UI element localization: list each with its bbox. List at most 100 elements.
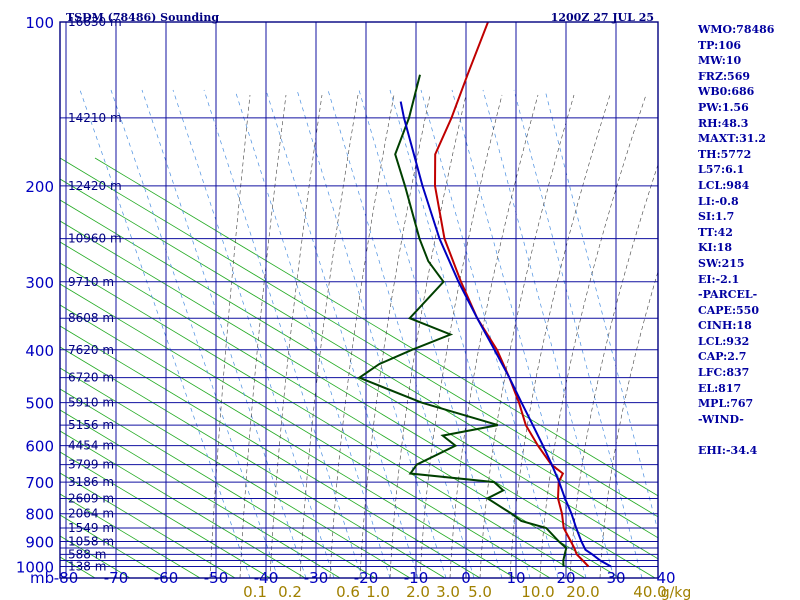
moist-adiabat-line (449, 94, 539, 578)
mixing-ratio-line (141, 89, 307, 578)
index-item: WMO:78486 (698, 23, 775, 36)
index-item: MAXT:31.2 (698, 132, 766, 146)
height-label: 3799 m (68, 458, 114, 472)
moist-adiabat-line (539, 94, 647, 578)
moist-adiabat-line (299, 94, 359, 578)
indices-panel: WMO:78486 TP:106 MW:10 FRZ:569 WB0:686 PW:1.5… (698, 22, 798, 459)
height-label: 12420 m (68, 179, 122, 193)
height-label: 588 m (68, 547, 106, 561)
mixing-ratio-label: 0.6 (336, 583, 360, 600)
height-label: 14210 m (68, 111, 122, 125)
dry-adiabat-line (60, 430, 306, 578)
index-item: MW:10 (698, 54, 742, 68)
dry-adiabat-line (60, 262, 586, 578)
mixing-ratio-lines (79, 89, 658, 578)
index-item: WB0:686 (698, 85, 755, 99)
parcel-line (399, 101, 612, 568)
moist-adiabats (209, 94, 658, 578)
index-item: PW:1.56 (698, 100, 749, 114)
index-item: EI:-2.1 (698, 272, 740, 286)
moist-adiabat-line (479, 94, 575, 578)
chart-title: TSDM (78486) Sounding (66, 11, 219, 24)
height-label: 5910 m (68, 396, 114, 410)
index-item: TT:42 (698, 225, 733, 239)
dry-adiabat-line (60, 325, 481, 578)
sounding-series (357, 22, 612, 568)
index-item: CAP:2.7 (698, 350, 747, 364)
moist-adiabat-line (599, 270, 658, 578)
dry-adiabat-line (60, 346, 446, 578)
dry-adiabat-line (60, 199, 658, 560)
mixing-ratio-line (265, 89, 419, 578)
pressure-tick-label: 600 (25, 438, 54, 456)
dry-adiabat-line (60, 367, 411, 578)
height-label: 8608 m (68, 311, 114, 325)
mixing-ratio-line (420, 89, 559, 578)
height-label: 3186 m (68, 475, 114, 489)
mixing-ratio-line (172, 89, 335, 578)
temp-tick-label: 40 (656, 569, 675, 587)
index-item: SW:215 (698, 256, 745, 270)
mixing-ratio-unit: g/kg (661, 585, 692, 600)
height-label: 7620 m (68, 343, 114, 357)
index-item: LFC:837 (698, 366, 750, 380)
height-label: 2064 m (68, 507, 114, 521)
pressure-tick-label: 200 (25, 178, 54, 196)
index-item: EHI:-34.4 (698, 444, 758, 458)
moist-adiabat-line (209, 94, 251, 578)
dry-adiabat-line (94, 157, 658, 497)
isotherm-isobar-grid (60, 22, 658, 578)
mixing-ratio-line (203, 89, 363, 578)
index-item: KI:18 (698, 241, 733, 255)
mixing-ratio-label: 5.0 (468, 583, 492, 600)
index-item: MPL:767 (698, 397, 754, 411)
mixing-ratio-line (79, 89, 251, 578)
moist-adiabat-line (329, 94, 395, 578)
mixing-ratio-label: 0.1 (243, 583, 267, 600)
pressure-tick-label: 700 (25, 474, 54, 492)
mixing-ratio-line (110, 89, 279, 578)
moist-adiabat-line (239, 94, 287, 578)
dry-adiabat-line (0, 158, 25, 578)
index-item: FRZ:569 (698, 69, 751, 83)
mixing-ratio-line (327, 89, 475, 578)
index-item: EL:817 (698, 381, 742, 395)
dry-adiabat-line (60, 283, 551, 578)
height-label: 1058 m (68, 535, 114, 549)
index-item: CINH:18 (698, 319, 752, 333)
mixing-ratio-line (544, 89, 658, 533)
mixing-ratio-line (389, 89, 531, 578)
height-label: 9710 m (68, 275, 114, 289)
height-label: 6720 m (68, 371, 114, 385)
index-item (698, 427, 798, 443)
mixing-ratio-label: 1.0 (366, 583, 390, 600)
dry-adiabat-line (60, 472, 236, 578)
index-item: SI:1.7 (698, 210, 735, 224)
temperature-line (433, 22, 590, 568)
dewpoint-line (357, 74, 568, 567)
moist-adiabat-line (359, 94, 431, 578)
height-label: 2609 m (68, 491, 114, 505)
mixing-ratio-label: 3.0 (436, 583, 460, 600)
index-item: LCL:984 (698, 178, 750, 192)
moist-adiabat-line (509, 94, 611, 578)
index-item: LI:-0.8 (698, 194, 739, 208)
pressure-unit-label: mb (30, 569, 54, 587)
plot-frame (59, 21, 659, 579)
mixing-ratio-label: 2.0 (406, 583, 430, 600)
height-label: 138 m (68, 559, 106, 573)
dry-adiabat-line (60, 304, 516, 578)
index-item: CAPE:550 (698, 303, 759, 317)
pressure-tick-label: 400 (25, 342, 54, 360)
pressure-tick-label: 800 (25, 506, 54, 524)
height-label: 5156 m (68, 418, 114, 432)
moist-adiabat-line (269, 94, 323, 578)
index-item: -PARCEL- (698, 288, 758, 302)
time-label: 1200Z 27 JUL 25 (551, 11, 654, 24)
index-item: TH:5772 (698, 147, 752, 161)
pressure-tick-label: 100 (25, 14, 54, 32)
mixing-ratio-line (482, 89, 615, 578)
dry-adiabat-line (60, 451, 271, 578)
